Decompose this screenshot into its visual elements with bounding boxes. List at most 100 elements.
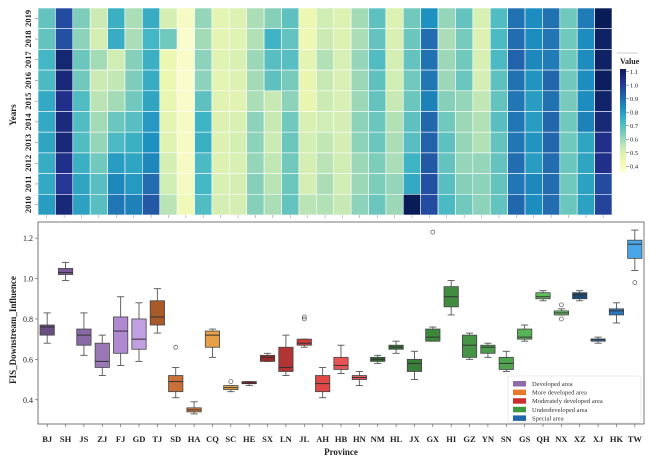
heatmap-cell-LN-2017 xyxy=(263,49,282,71)
box-iqr xyxy=(333,356,349,370)
heatmap-cell-GS-2017 xyxy=(489,49,508,71)
box-SH xyxy=(57,261,74,282)
heatmap-cell-CQ-2018 xyxy=(194,28,213,50)
heatmap-cell-ZJ-2019 xyxy=(89,7,108,30)
heatmap-cell-JL-2013 xyxy=(281,131,300,154)
heatmap-cell-SH-2015 xyxy=(55,90,74,112)
heatmap-cell-XJ-2015 xyxy=(559,90,578,112)
heatmap-cell-TW-2018 xyxy=(594,28,613,50)
heatmap-cell-CQ-2016 xyxy=(194,69,213,92)
heatmap-cell-HN-2019 xyxy=(333,7,352,30)
heatmap-cell-TW-2014 xyxy=(594,111,613,133)
box-YN xyxy=(480,342,496,358)
heatmap-cell-JX-2014 xyxy=(385,111,404,133)
heatmap-cell-HL-2012 xyxy=(368,152,387,174)
heatmap-cell-QH-2011 xyxy=(507,173,526,195)
heatmap-cell-FJ-2013 xyxy=(107,131,126,154)
heatmap-cell-FJ-2018 xyxy=(107,28,126,50)
heatmap-cell-HI-2014 xyxy=(420,111,439,133)
heatmap-cell-SH-2019 xyxy=(55,7,74,30)
heatmap-cell-LN-2014 xyxy=(263,111,282,133)
heatmap-cell-HL-2018 xyxy=(368,28,387,50)
heatmap-cell-GD-2017 xyxy=(124,49,143,71)
box-GS xyxy=(517,324,533,342)
heatmap-cell-HN-2011 xyxy=(333,173,352,195)
box-XZ xyxy=(572,290,588,302)
heatmap-cell-SN-2013 xyxy=(472,131,491,154)
box-iqr xyxy=(425,328,441,342)
boxplot-y-axis-title: FIS_Downstream_Influence xyxy=(8,276,18,384)
heatmap-cell-HI-2012 xyxy=(420,152,439,174)
heatmap-cell-NM-2016 xyxy=(350,69,369,92)
heatmap-cell-GZ-2012 xyxy=(437,152,456,174)
heatmap-cell-HB-2018 xyxy=(316,28,334,50)
heatmap-cell-YN-2013 xyxy=(455,131,474,154)
box-iqr xyxy=(278,346,294,372)
heatmap-cell-HN-2014 xyxy=(333,111,352,133)
heatmap-cell-GZ-2010 xyxy=(437,194,456,216)
heatmap-cell-XJ-2016 xyxy=(559,69,578,92)
heatmap-cell-HA-2012 xyxy=(176,152,195,174)
heatmap-cell-HB-2017 xyxy=(316,49,334,71)
heatmap-cell-HN-2015 xyxy=(333,90,352,112)
heatmap-cell-XZ-2012 xyxy=(542,152,561,174)
heatmap-cell-HE-2013 xyxy=(229,131,248,154)
heatmap-cell-SD-2014 xyxy=(159,111,178,133)
heatmap-cell-GX-2018 xyxy=(402,28,421,50)
heatmap-cell-LN-2010 xyxy=(263,194,282,216)
boxplot-x-tick-label: XJ xyxy=(593,434,604,444)
colorbar-tick-label: 0.9 xyxy=(630,96,638,103)
heatmap-cell-BJ-2012 xyxy=(37,152,56,174)
heatmap-cell-GZ-2015 xyxy=(437,90,456,112)
heatmap-cell-JX-2018 xyxy=(385,28,404,50)
boxplot-x-tick-label: GS xyxy=(519,434,531,444)
heatmap-cell-FJ-2017 xyxy=(107,49,126,71)
heatmap-cell-YN-2016 xyxy=(455,69,474,92)
heatmap-cell-LN-2011 xyxy=(263,173,282,195)
heatmap-cell-GX-2017 xyxy=(402,49,421,71)
outlier-point xyxy=(632,280,638,285)
boxplot-x-tick-label: XZ xyxy=(574,434,586,444)
heatmap-cell-GS-2014 xyxy=(489,111,508,133)
boxplot-x-tick-label: BJ xyxy=(42,434,53,444)
heatmap-cell-HK-2015 xyxy=(576,90,595,112)
heatmap-cell-GX-2019 xyxy=(402,7,421,30)
box-iqr xyxy=(168,375,184,393)
heatmap-cell-XZ-2010 xyxy=(542,194,561,216)
heatmap-cell-HE-2015 xyxy=(229,90,248,112)
boxplot-x-ticks: BJ SH JS ZJ FJ GD TJ SD HA CQ SC HE SX LN JL AH HB HN NM HL… xyxy=(42,424,642,444)
box-QH xyxy=(535,290,551,302)
heatmap-y-ticks: 2019 2018 2017 2016 2015 2014 2013 2012 2011 2010 xyxy=(23,10,38,213)
heatmap-cell-HA-2014 xyxy=(176,111,195,133)
heatmap-cell-TW-2016 xyxy=(594,69,613,92)
boxplot-x-tick-label: NX xyxy=(555,434,568,444)
heatmap-cell-AH-2017 xyxy=(298,49,317,71)
heatmap-cell-SX-2013 xyxy=(246,131,265,154)
heatmap-cell-JL-2015 xyxy=(281,90,300,112)
colorbar-tick-label: 0.5 xyxy=(630,150,638,157)
heatmap-cell-QH-2017 xyxy=(507,49,526,71)
heatmap-cell-HK-2014 xyxy=(576,111,595,133)
boxplot-x-tick-label: HK xyxy=(610,434,624,444)
box-iqr xyxy=(131,318,147,350)
heatmap-cell-LN-2015 xyxy=(263,90,282,112)
heatmap-cell-XZ-2011 xyxy=(542,173,561,195)
box-GZ xyxy=(461,332,478,360)
colorbar-title: Value xyxy=(620,57,640,66)
heatmap-cell-JL-2011 xyxy=(281,173,300,195)
heatmap-cell-HL-2011 xyxy=(368,173,387,195)
legend-swatch xyxy=(513,398,526,404)
heatmap-cell-YN-2011 xyxy=(455,173,474,195)
heatmap-cell-XJ-2019 xyxy=(559,7,578,30)
heatmap-cell-SD-2012 xyxy=(159,152,178,174)
heatmap-cell-JS-2012 xyxy=(72,152,91,174)
box-iqr xyxy=(94,342,110,368)
heatmap-cell-SX-2011 xyxy=(246,173,265,195)
heatmap-cell-SD-2018 xyxy=(159,28,178,50)
boxplot-x-tick-label: SD xyxy=(170,434,181,444)
heatmap-cell-SN-2016 xyxy=(472,69,491,92)
heatmap-cell-FJ-2016 xyxy=(107,69,126,92)
heatmap-cell-GX-2012 xyxy=(402,152,421,174)
box-HB xyxy=(333,344,349,374)
heatmap-cell-ZJ-2012 xyxy=(89,152,108,174)
